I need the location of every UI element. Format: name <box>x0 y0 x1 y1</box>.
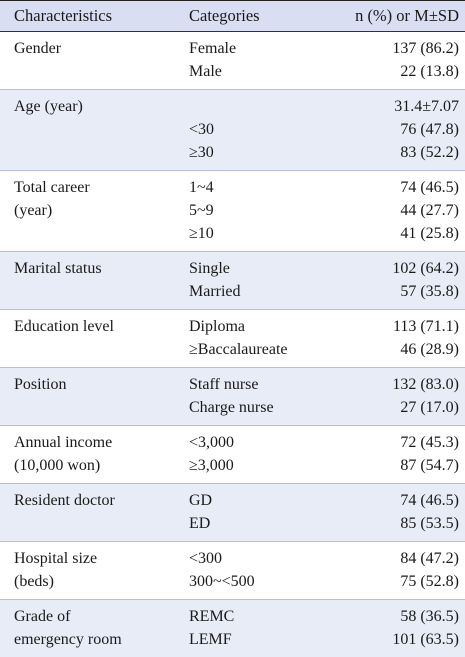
table-row-group: Resident doctor GD ED 74 (46.5) 85 (53.5) <box>0 484 465 542</box>
value-label: 85 (53.5) <box>400 515 459 532</box>
value-label: 76 (47.8) <box>400 121 459 138</box>
categories-cell: <300 300~<500 <box>175 547 340 593</box>
value-label: 74 (46.5) <box>400 492 459 509</box>
categories-cell: Staff nurse Charge nurse <box>175 373 340 419</box>
category-label: ≥10 <box>189 225 214 242</box>
categories-cell: <30 ≥30 <box>175 95 340 164</box>
category-label: GD <box>189 492 213 509</box>
characteristic-cell: Gender <box>14 40 62 57</box>
value-label: 83 (52.2) <box>400 144 459 161</box>
categories-cell: 1~4 5~9 ≥10 <box>175 176 340 245</box>
category-label: Staff nurse <box>189 376 259 393</box>
categories-cell: REMC LEMF <box>175 605 340 651</box>
table-row-group: Position Staff nurse Charge nurse 132 (83.0… <box>0 368 465 426</box>
table-body: Gender Female Male 137 (86.2) 22 (13.8) Age (… <box>0 32 465 657</box>
table-row-group: Age (year) <30 ≥30 31.4±7.07 76 (47.8) 83 (52… <box>0 90 465 171</box>
value-label: 87 (54.7) <box>400 457 459 474</box>
values-cell: 102 (64.2) 57 (35.8) <box>340 257 465 303</box>
characteristic-cell: Education level <box>14 318 114 335</box>
category-label: LEMF <box>189 631 232 648</box>
category-label: ≥30 <box>189 144 214 161</box>
category-label: ≥Baccalaureate <box>189 341 288 358</box>
characteristic-cell: Age (year) <box>14 98 83 115</box>
value-label: 22 (13.8) <box>400 63 459 80</box>
category-label: 300~<500 <box>189 573 255 590</box>
value-label: 57 (35.8) <box>400 283 459 300</box>
table-row-group: Total career (year) 1~4 5~9 ≥10 74 (46.5) 44 … <box>0 171 465 252</box>
categories-cell: GD ED <box>175 489 340 535</box>
categories-cell: Female Male <box>175 37 340 83</box>
category-label: REMC <box>189 608 235 625</box>
categories-cell: Single Married <box>175 257 340 303</box>
characteristic-cell: Marital status <box>14 260 102 277</box>
value-label: 27 (17.0) <box>400 399 459 416</box>
table-row-group: Annual income (10,000 won) <3,000 ≥3,000 72… <box>0 426 465 484</box>
value-label: 58 (36.5) <box>400 608 459 625</box>
categories-cell: Diploma ≥Baccalaureate <box>175 315 340 361</box>
value-label: 44 (27.7) <box>400 202 459 219</box>
category-label: Married <box>189 283 241 300</box>
table-row-group: Hospital size (beds) <300 300~<500 84 (47.2… <box>0 542 465 600</box>
values-cell: 31.4±7.07 76 (47.8) 83 (52.2) <box>340 95 465 164</box>
category-label: <3,000 <box>189 434 235 451</box>
header-characteristics: Characteristics <box>14 6 113 25</box>
values-cell: 72 (45.3) 87 (54.7) <box>340 431 465 477</box>
category-label: <300 <box>189 550 223 567</box>
values-cell: 132 (83.0) 27 (17.0) <box>340 373 465 419</box>
header-categories: Categories <box>189 6 260 25</box>
characteristic-cell: Annual income (10,000 won) <box>14 434 113 474</box>
category-label: ED <box>189 515 211 532</box>
category-label: 5~9 <box>189 202 214 219</box>
category-label: <30 <box>189 121 215 138</box>
value-label: 41 (25.8) <box>400 225 459 242</box>
category-label: Charge nurse <box>189 399 274 416</box>
value-label: 74 (46.5) <box>400 179 459 196</box>
category-label: Single <box>189 260 230 277</box>
characteristic-cell: Position <box>14 376 67 393</box>
value-label: 113 (71.1) <box>392 318 459 335</box>
table-header: Characteristics Categories n (%) or M±SD <box>0 1 465 32</box>
values-cell: 58 (36.5) 101 (63.5) <box>340 605 465 651</box>
category-label: 1~4 <box>189 179 214 196</box>
value-label: 46 (28.9) <box>400 341 459 358</box>
table-row-group: Gender Female Male 137 (86.2) 22 (13.8) <box>0 32 465 90</box>
value-label: 101 (63.5) <box>392 631 459 648</box>
characteristic-cell: Total career (year) <box>14 179 90 219</box>
category-label: Female <box>189 40 237 57</box>
value-label: 72 (45.3) <box>400 434 459 451</box>
category-label <box>189 95 340 118</box>
values-cell: 74 (46.5) 44 (27.7) 41 (25.8) <box>340 176 465 245</box>
value-label: 75 (52.8) <box>400 573 459 590</box>
category-label: Male <box>189 63 222 80</box>
values-cell: 137 (86.2) 22 (13.8) <box>340 37 465 83</box>
category-label: ≥3,000 <box>189 457 234 474</box>
table-row-group: Marital status Single Married 102 (64.2) 57 … <box>0 252 465 310</box>
value-label: 84 (47.2) <box>400 550 459 567</box>
header-value: n (%) or M±SD <box>355 6 459 25</box>
category-label: Diploma <box>189 318 245 335</box>
characteristic-cell: Resident doctor <box>14 492 115 509</box>
categories-cell: <3,000 ≥3,000 <box>175 431 340 477</box>
characteristic-cell: Grade of emergency room <box>14 608 122 648</box>
value-label: 31.4±7.07 <box>394 98 459 115</box>
characteristic-cell: Hospital size (beds) <box>14 550 98 590</box>
values-cell: 113 (71.1) 46 (28.9) <box>340 315 465 361</box>
value-label: 102 (64.2) <box>392 260 459 277</box>
table-row-group: Education level Diploma ≥Baccalaureate 113 … <box>0 310 465 368</box>
values-cell: 74 (46.5) 85 (53.5) <box>340 489 465 535</box>
value-label: 137 (86.2) <box>392 40 459 57</box>
table-row-group: Grade of emergency room REMC LEMF 58 (36.5)… <box>0 600 465 657</box>
values-cell: 84 (47.2) 75 (52.8) <box>340 547 465 593</box>
value-label: 132 (83.0) <box>392 376 459 393</box>
